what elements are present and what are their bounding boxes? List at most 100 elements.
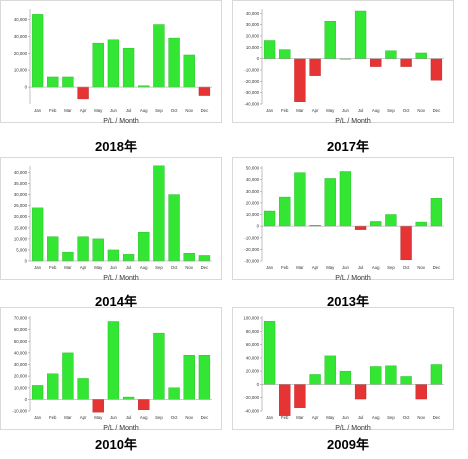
y-tick-label: -10,000 [244, 235, 259, 240]
bar-jan [31, 207, 44, 262]
y-tick-label: 5,000 [16, 247, 27, 252]
x-category-label: Mar [64, 265, 72, 270]
x-category-label: Feb [281, 415, 289, 420]
chart-title: 2017年 [327, 139, 369, 154]
bar-jan [263, 321, 276, 385]
x-category-label: Mar [64, 415, 72, 420]
y-tick-label: -30,000 [244, 90, 259, 95]
x-category-label: May [94, 265, 103, 270]
x-category-label: Oct [171, 415, 178, 420]
y-tick-label: -20,000 [244, 395, 259, 400]
bar-nov [415, 384, 427, 400]
bar-oct [168, 387, 180, 400]
bar-feb [279, 196, 291, 227]
x-category-label: May [326, 108, 335, 113]
bar-may [324, 178, 336, 227]
x-category-label: Aug [140, 415, 148, 420]
bar-aug [138, 399, 150, 411]
x-category-label: Jul [358, 108, 364, 113]
bar-may [92, 42, 104, 88]
x-category-label: Oct [403, 265, 410, 270]
y-tick-label: 40,000 [14, 170, 28, 175]
x-category-label: Apr [312, 265, 319, 270]
y-tick-label: 10,000 [246, 212, 260, 217]
y-tick-label: 20,000 [246, 200, 260, 205]
y-tick-label: -20,000 [244, 247, 259, 252]
y-tick-label: 20,000 [246, 33, 260, 38]
bar-dec [430, 58, 443, 81]
bar-chart-2017: -40,000 -30,000 -20,000 -10,000 0 10,000 20,00… [244, 9, 444, 125]
bar-chart-2013: -30,000 -20,000 -10,000 0 10,000 20,000 30,000… [244, 166, 444, 282]
chart-panel-2014: 0 5,000 10,000 15,000 20,000 25,000 30,000 35,0… [0, 157, 232, 309]
y-tick-label: -40,000 [244, 102, 259, 107]
bar-chart-2010: -10,000 0 10,000 20,000 30,000 40,000 50,000 60… [12, 316, 212, 432]
y-tick-label: -20,000 [244, 79, 259, 84]
bar-nov [415, 221, 427, 227]
x-category-label: Sep [155, 415, 163, 420]
bar-jun [339, 370, 352, 385]
bar-sep [153, 165, 165, 262]
x-category-label: Dec [201, 415, 209, 420]
x-category-label: Oct [403, 108, 410, 113]
chart-title: 2018年 [95, 139, 137, 154]
y-tick-label: 70,000 [14, 316, 28, 321]
bar-aug [370, 366, 382, 385]
bar-jan [31, 14, 44, 88]
x-category-label: Nov [417, 415, 425, 420]
y-tick-label: 40,000 [246, 355, 260, 360]
chart-panel-2010: -10,000 0 10,000 20,000 30,000 40,000 50,000 60… [0, 307, 232, 459]
x-category-label: Dec [433, 415, 441, 420]
bar-sep [385, 50, 397, 59]
x-category-label: Jul [126, 415, 132, 420]
bar-nov [183, 54, 195, 88]
bar-mar [294, 58, 306, 102]
x-category-label: Jan [266, 108, 274, 113]
bar-may [92, 399, 104, 413]
x-category-label: Aug [372, 265, 380, 270]
bar-dec [430, 198, 443, 227]
bar-mar [62, 352, 74, 400]
bar-jan [31, 385, 44, 400]
x-category-label: Jun [110, 265, 118, 270]
bar-mar [294, 384, 306, 408]
bar-jul [122, 48, 135, 88]
bar-dec [198, 355, 211, 400]
y-tick-label: 30,000 [246, 189, 260, 194]
y-tick-label: 10,000 [246, 45, 260, 50]
x-category-label: Oct [403, 415, 410, 420]
chart-title: 2009年 [327, 437, 369, 452]
bar-jun [107, 321, 120, 400]
bar-apr [77, 236, 89, 262]
x-category-label: Dec [201, 108, 209, 113]
y-tick-label: 20,000 [14, 214, 28, 219]
x-category-label: Oct [171, 108, 178, 113]
x-category-label: Sep [155, 265, 163, 270]
bar-jun [107, 249, 120, 262]
x-category-label: Jul [126, 108, 132, 113]
x-category-label: Jul [358, 265, 364, 270]
x-category-label: May [326, 415, 335, 420]
chart-title: 2014年 [95, 294, 137, 309]
bar-dec [430, 364, 443, 385]
x-category-label: Jan [34, 108, 42, 113]
bar-feb [279, 49, 291, 59]
x-category-label: Jun [342, 415, 350, 420]
chart-panel-2009: -40,000 -20,000 0 20,000 40,000 60,000 80,000 1… [232, 307, 464, 459]
x-category-label: Jan [34, 265, 42, 270]
bar-dec [198, 86, 211, 96]
bar-chart-2014: 0 5,000 10,000 15,000 20,000 25,000 30,000 35,0… [14, 165, 212, 282]
bar-oct [400, 58, 412, 67]
y-tick-label: 0 [257, 56, 260, 61]
x-category-label: Dec [433, 108, 441, 113]
bar-may [92, 238, 104, 262]
y-tick-label: 0 [257, 224, 260, 229]
bar-aug [370, 58, 382, 67]
x-category-label: Aug [140, 265, 148, 270]
bar-chart-2018: 0 10,000 20,000 30,000 40,000 Jan Feb Mar Apr May… [14, 9, 212, 125]
bar-jul [354, 384, 367, 400]
y-tick-label: 40,000 [14, 17, 28, 22]
bar-jul [354, 225, 367, 230]
bar-feb [47, 373, 59, 400]
x-category-label: Apr [80, 415, 87, 420]
bar-aug [138, 232, 150, 262]
